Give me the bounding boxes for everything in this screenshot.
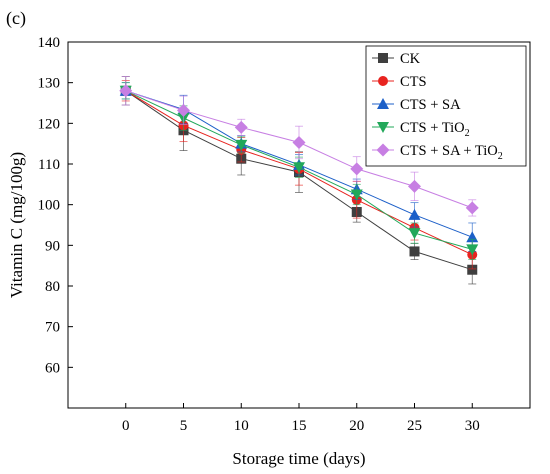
legend-entry: CTS + TiO2 bbox=[400, 120, 470, 139]
y-tick-label: 130 bbox=[38, 76, 61, 92]
data-point bbox=[350, 189, 363, 201]
legend-marker bbox=[376, 143, 390, 157]
x-tick-label: 5 bbox=[180, 418, 188, 434]
x-axis-ticks: 0 5 10 15 20 25 30 bbox=[122, 403, 480, 434]
data-point bbox=[292, 135, 306, 149]
data-point bbox=[465, 201, 479, 215]
x-tick-label: 10 bbox=[234, 418, 249, 434]
y-tick-label: 80 bbox=[45, 279, 60, 295]
legend-entry: CK bbox=[400, 51, 421, 67]
legend: CK CTS CTS + SA CTS + TiO2 CTS + SA + TiO2 bbox=[365, 45, 527, 167]
legend-marker bbox=[378, 53, 388, 63]
data-point bbox=[235, 139, 248, 151]
data-point bbox=[466, 244, 479, 256]
x-tick-label: 15 bbox=[292, 418, 307, 434]
x-tick-label: 0 bbox=[122, 418, 130, 434]
y-axis-label: Vitamin C (mg/100g) bbox=[7, 152, 26, 298]
y-tick-label: 60 bbox=[45, 360, 60, 376]
data-point bbox=[119, 84, 133, 98]
y-tick-label: 100 bbox=[38, 198, 61, 214]
legend-box bbox=[365, 45, 527, 167]
plot-frame bbox=[67, 41, 531, 409]
data-point bbox=[177, 103, 190, 117]
data-point bbox=[467, 264, 478, 275]
y-tick-label: 90 bbox=[45, 238, 60, 254]
data-point bbox=[408, 228, 421, 240]
y-tick-label: 120 bbox=[38, 116, 61, 132]
legend-entry: CTS bbox=[400, 74, 427, 90]
series-layer bbox=[119, 76, 479, 285]
x-tick-label: 20 bbox=[349, 418, 364, 434]
x-tick-label: 25 bbox=[407, 418, 422, 434]
y-tick-label: 70 bbox=[45, 320, 60, 336]
series-4 bbox=[119, 76, 479, 217]
x-axis-label: Storage time (days) bbox=[232, 449, 365, 468]
y-axis-ticks: 60 70 80 90 100 110 120 130 140 bbox=[38, 35, 73, 376]
data-point bbox=[409, 246, 420, 257]
legend-entry: CTS + SA + TiO2 bbox=[400, 143, 503, 162]
y-tick-label: 140 bbox=[38, 35, 61, 51]
legend-marker bbox=[377, 122, 389, 133]
y-tick-label: 110 bbox=[38, 157, 60, 173]
data-point bbox=[408, 208, 421, 220]
panel-label: (c) bbox=[6, 8, 26, 29]
data-point bbox=[234, 120, 248, 134]
data-point bbox=[293, 162, 305, 174]
data-point bbox=[350, 162, 364, 176]
data-point bbox=[408, 179, 421, 193]
legend-entry: CTS + SA bbox=[400, 97, 461, 113]
legend-marker bbox=[378, 76, 388, 86]
x-tick-label: 30 bbox=[465, 418, 480, 434]
legend-marker bbox=[377, 98, 389, 109]
